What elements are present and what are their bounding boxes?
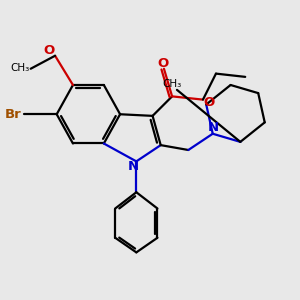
Text: CH₃: CH₃ [163, 79, 182, 89]
Text: O: O [44, 44, 55, 57]
Text: O: O [158, 57, 169, 70]
Text: Br: Br [4, 108, 21, 122]
Text: O: O [203, 96, 214, 109]
Text: N: N [128, 160, 139, 173]
Text: CH₃: CH₃ [11, 63, 30, 73]
Text: N: N [208, 122, 219, 134]
